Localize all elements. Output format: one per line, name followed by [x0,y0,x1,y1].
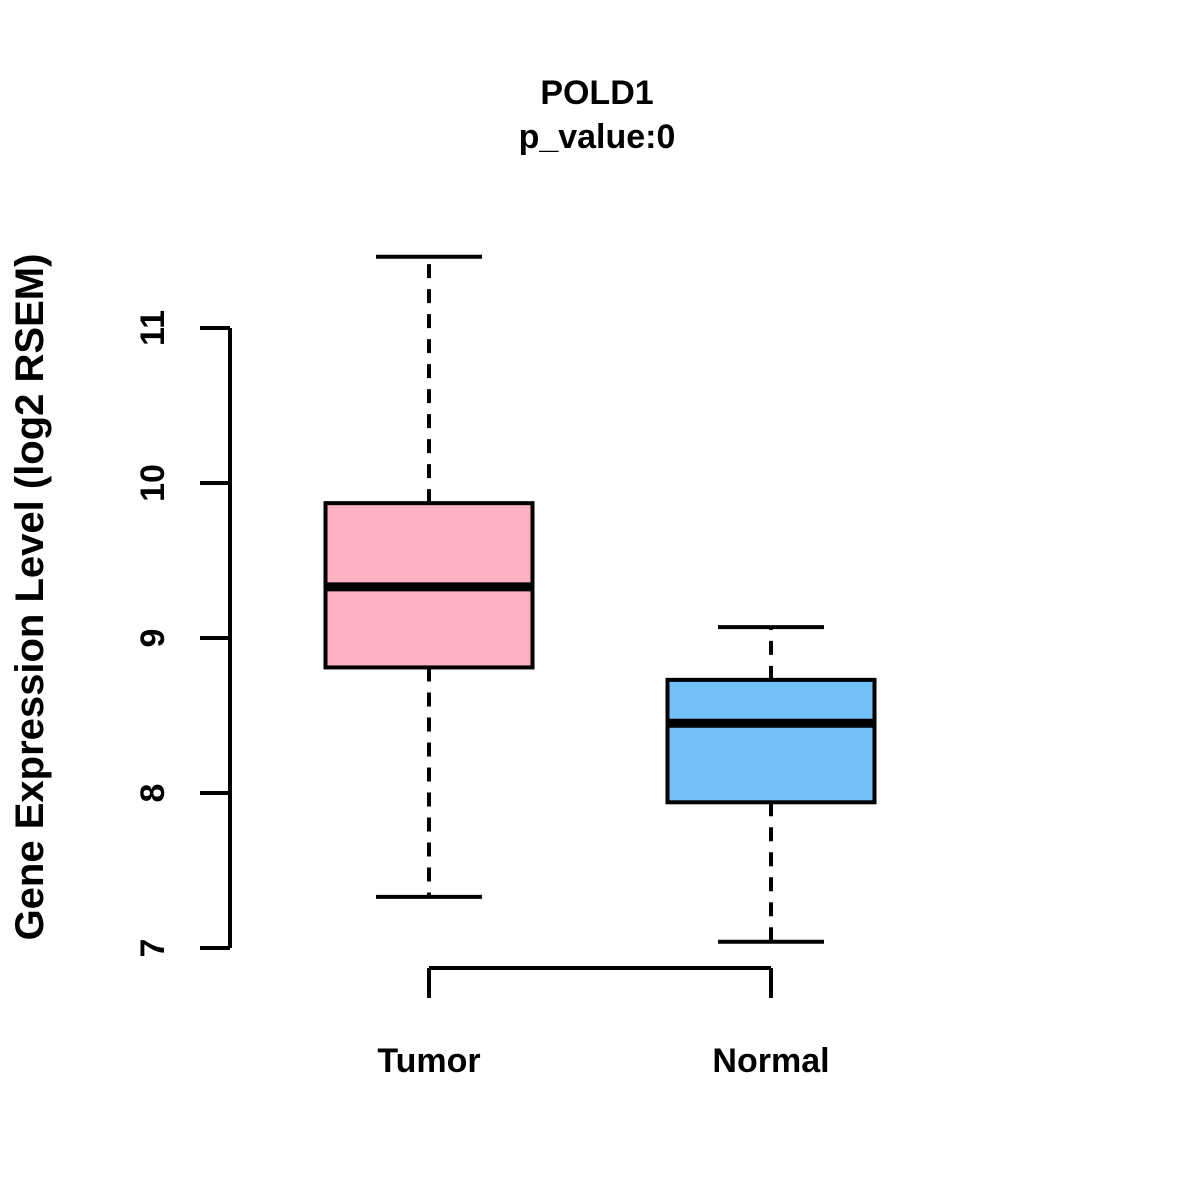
y-axis-tick-label: 7 [134,939,172,958]
normal-box [665,677,877,805]
chart-subtitle: p_value:0 [518,118,676,156]
y-axis-tick-label: 10 [134,464,172,502]
y-axis-tick-label: 9 [134,629,172,648]
chart-title: POLD1 [540,74,654,112]
x-axis-label-tumor: Tumor [377,1042,480,1080]
x-axis-label-normal: Normal [712,1042,829,1080]
y-axis-tick-label: 11 [134,310,172,346]
y-axis-tick-label: 8 [134,784,172,803]
